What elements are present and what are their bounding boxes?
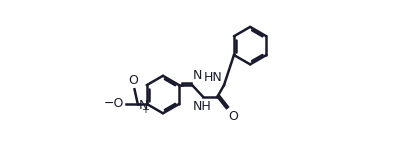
Text: −O: −O bbox=[104, 97, 124, 110]
Text: NH: NH bbox=[192, 100, 211, 113]
Text: O: O bbox=[228, 110, 238, 123]
Text: O: O bbox=[129, 74, 139, 87]
Text: +: + bbox=[141, 105, 149, 115]
Text: N: N bbox=[139, 99, 148, 112]
Text: HN: HN bbox=[204, 71, 223, 84]
Text: N: N bbox=[193, 69, 202, 82]
